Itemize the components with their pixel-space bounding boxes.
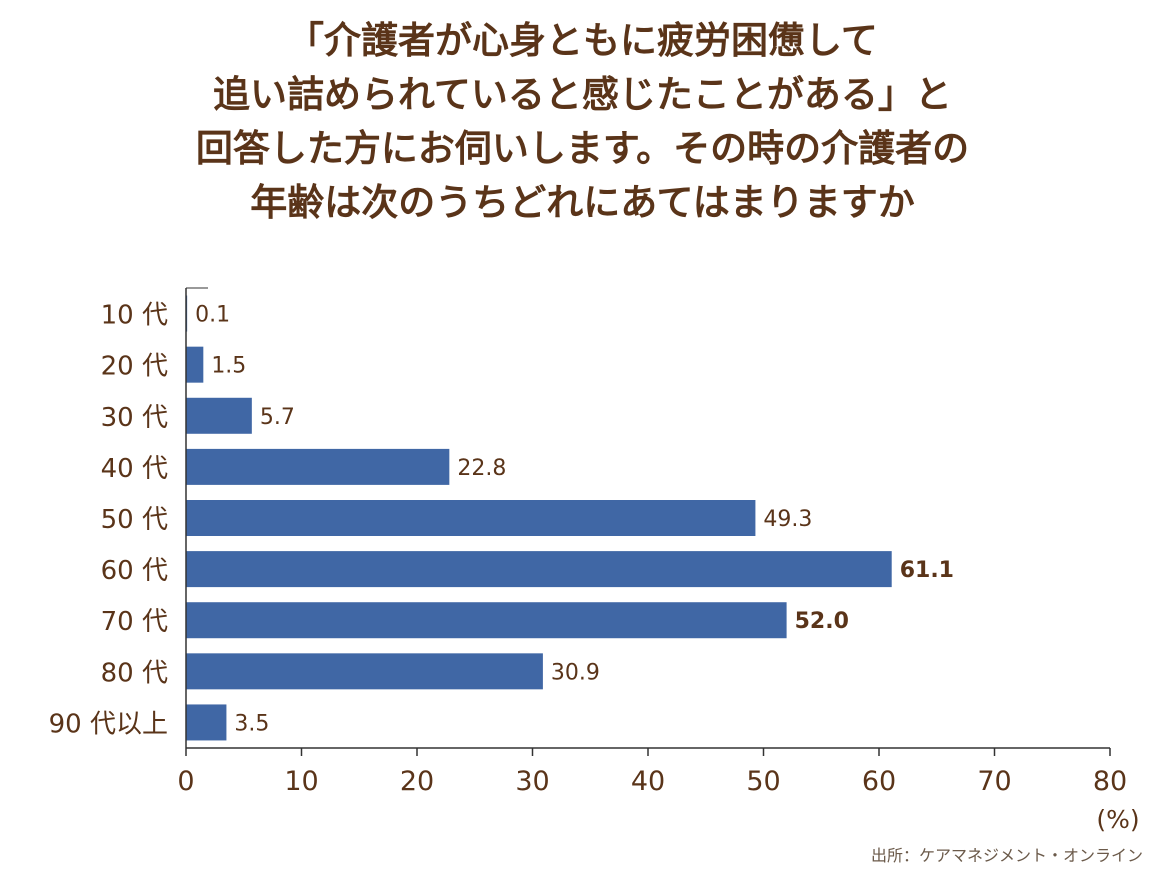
category-label: 10 代	[101, 301, 168, 331]
bar	[186, 448, 450, 485]
data-label: 5.7	[260, 405, 295, 430]
x-tick-label: 40	[631, 766, 665, 797]
title-line: 回答した方にお伺いします。その時の介護者の	[195, 127, 970, 170]
category-label: 60 代	[101, 556, 168, 586]
x-tick-label: 30	[515, 766, 549, 797]
x-axis-unit-label: (%)	[1096, 805, 1139, 834]
x-tick-label: 60	[862, 766, 896, 797]
x-tick-label: 20	[400, 766, 434, 797]
bar	[186, 602, 787, 639]
data-label: 0.1	[195, 303, 230, 328]
x-tick-label: 80	[1093, 766, 1127, 797]
data-label: 49.3	[763, 507, 812, 532]
bar	[186, 704, 227, 741]
data-label: 3.5	[234, 711, 269, 736]
data-label: 61.1	[900, 558, 954, 583]
data-label: 30.9	[551, 660, 600, 685]
x-tick-label: 70	[977, 766, 1011, 797]
chart-title: 「介護者が心身ともに疲労困憊して 追い詰められていると感じたことがある」と 回答…	[0, 14, 1165, 230]
bar	[186, 500, 756, 536]
data-label: 52.0	[795, 609, 849, 634]
bar	[186, 397, 252, 434]
x-tick-label: 50	[746, 766, 780, 797]
bar	[186, 551, 892, 588]
category-label: 80 代	[101, 658, 168, 688]
bar	[186, 653, 543, 690]
category-label: 50 代	[101, 505, 168, 535]
title-line: 年齢は次のうちどれにあてはまりますか	[250, 181, 915, 224]
x-tick-label: 0	[177, 766, 194, 797]
bar	[186, 346, 204, 383]
data-label: 1.5	[211, 354, 246, 379]
title-line: 「介護者が心身ともに疲労困憊して	[287, 19, 878, 62]
source-note: 出所：ケアマネジメント・オンライン	[870, 846, 1143, 865]
category-label: 70 代	[101, 607, 168, 637]
category-label: 20 代	[101, 352, 168, 382]
category-label: 90 代以上	[49, 709, 168, 739]
x-tick-label: 10	[284, 766, 318, 797]
data-label: 22.8	[457, 456, 506, 481]
category-label: 40 代	[101, 454, 168, 484]
category-label: 30 代	[101, 403, 168, 433]
title-line: 追い詰められていると感じたことがある」と	[213, 73, 952, 116]
